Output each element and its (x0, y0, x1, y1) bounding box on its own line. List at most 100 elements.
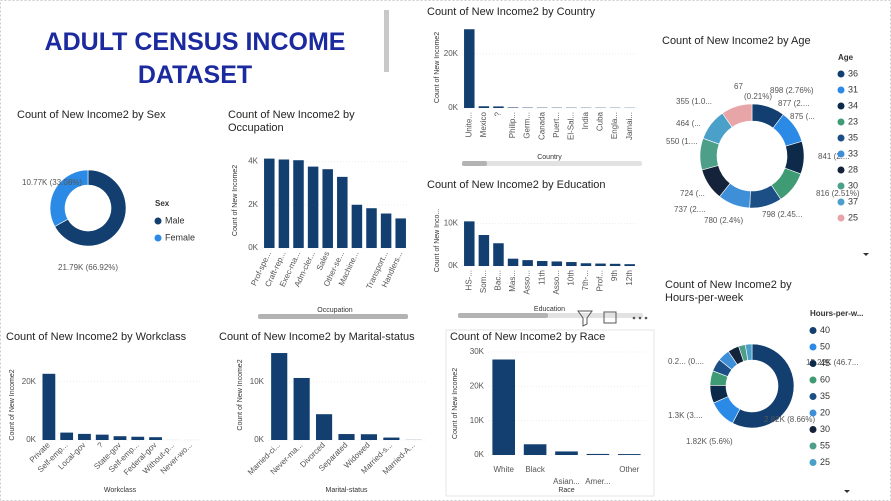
legend-label: Female (165, 232, 195, 242)
chart-title: Count of New Income2 by Occupation (228, 109, 355, 134)
x-tick-label: 9th (610, 270, 619, 281)
bar (293, 160, 304, 248)
data-label: 10.77K (33.08%) (22, 178, 82, 187)
bar (493, 106, 504, 108)
legend-label: 30 (820, 424, 830, 434)
legend-swatch (809, 360, 817, 367)
legend-swatch (837, 182, 845, 190)
chart-title: Count of New Income2 by Country (427, 6, 596, 18)
x-tick-label: Engla... (610, 112, 619, 139)
bar (624, 264, 635, 266)
divider (384, 10, 389, 72)
donut-slice (744, 343, 753, 361)
scroll-thumb[interactable] (458, 313, 548, 318)
x-tick-label: Philip... (508, 112, 517, 138)
legend-label: 30 (848, 180, 858, 190)
legend-swatch (837, 102, 845, 110)
bar (551, 261, 563, 266)
annotation: 464 (... (676, 119, 701, 128)
legend-label: 50 (820, 341, 830, 351)
y-tick-label: 4K (248, 157, 258, 166)
bar (522, 260, 533, 266)
bar (493, 243, 504, 266)
legend-label: 28 (848, 164, 858, 174)
x-tick-label: Asso... (552, 270, 561, 294)
x-axis-title: Occupation (317, 307, 353, 314)
y-tick-label: 10K (250, 377, 265, 386)
x-axis-title: Country (537, 154, 562, 161)
x-tick-label: Other (619, 465, 639, 474)
bar (42, 373, 56, 440)
annotation: 737 (2.... (674, 205, 706, 214)
data-label: 898 (2.76%) (770, 86, 814, 95)
legend-title: Hours-per-w... (810, 309, 863, 318)
y-tick-label: 0K (448, 103, 458, 112)
legend-swatch (154, 234, 162, 242)
x-tick-label: Cuba (596, 111, 605, 131)
x-tick-label: 7th-... (581, 270, 590, 290)
bar (366, 208, 377, 248)
x-axis-title: Education (534, 306, 565, 313)
y-tick-label: 20K (470, 381, 485, 390)
bar (523, 444, 547, 455)
legend-swatch (809, 459, 817, 466)
chart-title: Count of New Income2 by Sex (17, 109, 166, 121)
x-axis-title: Race (558, 487, 574, 494)
legend-label: 55 (820, 440, 830, 450)
x-tick-label: White (493, 465, 514, 474)
data-label: 2.82K (8.66%) (764, 415, 815, 424)
donut-slice (49, 169, 89, 227)
x-tick-label: Jamai... (625, 112, 634, 140)
y-axis-title: Count of New Income2 (237, 359, 244, 430)
data-label: 1.3K (3.... (668, 411, 703, 420)
x-tick-label: India (581, 111, 590, 129)
legend-label: 60 (820, 374, 830, 384)
chart-title: Count of New Income2 by Marital-status (219, 331, 415, 343)
y-tick-label: 30K (470, 347, 485, 356)
donut-slice (54, 169, 127, 247)
scroll-thumb[interactable] (462, 161, 487, 166)
focus-icon[interactable] (603, 311, 617, 324)
bar (566, 262, 577, 266)
bar (322, 169, 333, 248)
y-tick-label: 0K (448, 261, 458, 270)
x-tick-label: El-Sal... (566, 112, 575, 140)
y-tick-label: 20K (444, 49, 459, 58)
scroll-thumb[interactable] (258, 314, 408, 319)
x-tick-label: HS-... (464, 270, 473, 290)
bar (478, 106, 490, 108)
x-tick-label: Amer... (585, 477, 610, 486)
bar (60, 432, 74, 440)
data-label: 841 (2.... (818, 152, 850, 161)
x-axis-title: Marital-status (325, 487, 368, 494)
bar (507, 107, 519, 108)
filter-icon[interactable] (577, 310, 593, 327)
annotation: 550 (1.... (666, 137, 698, 146)
bar (278, 159, 290, 248)
x-tick-label: Canada (537, 111, 546, 140)
bar (595, 263, 606, 266)
legend-label: 37 (848, 196, 858, 206)
x-tick-label: Unite... (464, 112, 473, 137)
legend-swatch (837, 198, 845, 206)
data-label: 21.79K (66.92%) (58, 263, 118, 272)
bar (586, 453, 610, 455)
more-icon[interactable] (632, 316, 648, 320)
x-tick-label: Asian... (553, 477, 580, 486)
legend-swatch (837, 118, 845, 126)
legend-scroll[interactable] (863, 253, 869, 256)
chart-title: Count of New Income2 by Workclass (6, 331, 187, 343)
legend-label: 36 (848, 68, 858, 78)
legend-scroll[interactable] (844, 490, 850, 493)
legend-swatch (809, 426, 817, 433)
bar (131, 436, 145, 440)
bar (360, 434, 378, 440)
x-tick-label: Mexico (479, 111, 488, 137)
y-axis-title: Count of New Inco... (434, 209, 441, 272)
legend-swatch (809, 393, 817, 400)
bar (395, 218, 406, 248)
bar (78, 433, 91, 440)
legend-label: 25 (820, 457, 830, 467)
